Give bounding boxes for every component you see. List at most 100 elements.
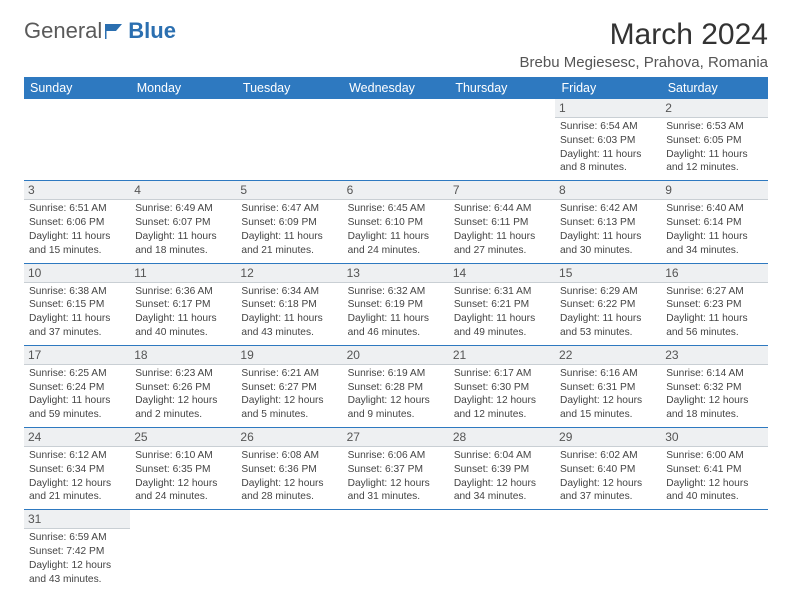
sunset-text: Sunset: 6:21 PM	[454, 298, 550, 312]
daylight-text: Daylight: 11 hours	[560, 148, 656, 162]
sunrise-text: Sunrise: 6:40 AM	[666, 202, 762, 216]
sunset-text: Sunset: 6:23 PM	[666, 298, 762, 312]
calendar-row: 17Sunrise: 6:25 AMSunset: 6:24 PMDayligh…	[24, 345, 768, 427]
calendar-row: 24Sunrise: 6:12 AMSunset: 6:34 PMDayligh…	[24, 428, 768, 510]
daylight-text: Daylight: 11 hours	[241, 230, 337, 244]
weekday-header: Thursday	[449, 77, 555, 99]
sunrise-text: Sunrise: 6:14 AM	[666, 367, 762, 381]
sunset-text: Sunset: 6:34 PM	[29, 463, 125, 477]
daylight-text: Daylight: 11 hours	[666, 230, 762, 244]
weekday-header: Wednesday	[343, 77, 449, 99]
day-number: 12	[236, 264, 342, 283]
daylight-text: Daylight: 12 hours	[560, 394, 656, 408]
sunrise-text: Sunrise: 6:27 AM	[666, 285, 762, 299]
calendar-day-cell: 17Sunrise: 6:25 AMSunset: 6:24 PMDayligh…	[24, 345, 130, 427]
sunrise-text: Sunrise: 6:17 AM	[454, 367, 550, 381]
sunrise-text: Sunrise: 6:25 AM	[29, 367, 125, 381]
sunrise-text: Sunrise: 6:36 AM	[135, 285, 231, 299]
daylight-text: Daylight: 12 hours	[29, 559, 125, 573]
daylight-text: and 15 minutes.	[560, 408, 656, 422]
logo-text-blue: Blue	[128, 18, 176, 44]
daylight-text: and 21 minutes.	[29, 490, 125, 504]
sunset-text: Sunset: 6:14 PM	[666, 216, 762, 230]
daylight-text: Daylight: 11 hours	[29, 394, 125, 408]
daylight-text: Daylight: 11 hours	[666, 148, 762, 162]
daylight-text: and 49 minutes.	[454, 326, 550, 340]
calendar-day-cell: 2Sunrise: 6:53 AMSunset: 6:05 PMDaylight…	[661, 99, 767, 181]
daylight-text: and 15 minutes.	[29, 244, 125, 258]
day-number: 20	[343, 346, 449, 365]
daylight-text: Daylight: 12 hours	[348, 477, 444, 491]
calendar-day-cell: 18Sunrise: 6:23 AMSunset: 6:26 PMDayligh…	[130, 345, 236, 427]
calendar-day-cell: 19Sunrise: 6:21 AMSunset: 6:27 PMDayligh…	[236, 345, 342, 427]
daylight-text: Daylight: 12 hours	[241, 477, 337, 491]
weekday-header: Saturday	[661, 77, 767, 99]
calendar-day-cell: 9Sunrise: 6:40 AMSunset: 6:14 PMDaylight…	[661, 181, 767, 263]
day-number: 31	[24, 510, 130, 529]
daylight-text: Daylight: 11 hours	[135, 312, 231, 326]
daylight-text: and 31 minutes.	[348, 490, 444, 504]
calendar-empty-cell	[449, 99, 555, 181]
day-number: 30	[661, 428, 767, 447]
calendar-day-cell: 5Sunrise: 6:47 AMSunset: 6:09 PMDaylight…	[236, 181, 342, 263]
sunset-text: Sunset: 6:35 PM	[135, 463, 231, 477]
daylight-text: Daylight: 11 hours	[560, 312, 656, 326]
sunset-text: Sunset: 6:30 PM	[454, 381, 550, 395]
weekday-header: Monday	[130, 77, 236, 99]
day-number: 28	[449, 428, 555, 447]
calendar-day-cell: 16Sunrise: 6:27 AMSunset: 6:23 PMDayligh…	[661, 263, 767, 345]
calendar-day-cell: 23Sunrise: 6:14 AMSunset: 6:32 PMDayligh…	[661, 345, 767, 427]
day-number: 15	[555, 264, 661, 283]
calendar-day-cell: 31Sunrise: 6:59 AMSunset: 7:42 PMDayligh…	[24, 510, 130, 592]
day-number: 7	[449, 181, 555, 200]
daylight-text: Daylight: 12 hours	[666, 477, 762, 491]
daylight-text: Daylight: 12 hours	[454, 477, 550, 491]
sunrise-text: Sunrise: 6:34 AM	[241, 285, 337, 299]
daylight-text: Daylight: 11 hours	[29, 312, 125, 326]
daylight-text: Daylight: 12 hours	[348, 394, 444, 408]
sunrise-text: Sunrise: 6:32 AM	[348, 285, 444, 299]
calendar-day-cell: 20Sunrise: 6:19 AMSunset: 6:28 PMDayligh…	[343, 345, 449, 427]
sunrise-text: Sunrise: 6:42 AM	[560, 202, 656, 216]
logo: General Blue	[24, 18, 176, 44]
sunrise-text: Sunrise: 6:06 AM	[348, 449, 444, 463]
daylight-text: Daylight: 11 hours	[29, 230, 125, 244]
daylight-text: Daylight: 12 hours	[135, 477, 231, 491]
sunset-text: Sunset: 6:17 PM	[135, 298, 231, 312]
page-header: General Blue March 2024 Brebu Megiesesc,…	[24, 18, 768, 71]
day-number: 2	[661, 99, 767, 118]
weekday-header: Tuesday	[236, 77, 342, 99]
calendar-empty-cell	[130, 510, 236, 592]
day-number: 23	[661, 346, 767, 365]
sunset-text: Sunset: 6:18 PM	[241, 298, 337, 312]
title-block: March 2024 Brebu Megiesesc, Prahova, Rom…	[520, 18, 768, 71]
sunset-text: Sunset: 6:36 PM	[241, 463, 337, 477]
daylight-text: and 46 minutes.	[348, 326, 444, 340]
daylight-text: Daylight: 12 hours	[454, 394, 550, 408]
calendar-day-cell: 1Sunrise: 6:54 AMSunset: 6:03 PMDaylight…	[555, 99, 661, 181]
daylight-text: Daylight: 11 hours	[454, 312, 550, 326]
weekday-header-row: SundayMondayTuesdayWednesdayThursdayFrid…	[24, 77, 768, 99]
sunrise-text: Sunrise: 6:45 AM	[348, 202, 444, 216]
sunset-text: Sunset: 6:05 PM	[666, 134, 762, 148]
daylight-text: and 9 minutes.	[348, 408, 444, 422]
month-title: March 2024	[520, 18, 768, 52]
calendar-day-cell: 4Sunrise: 6:49 AMSunset: 6:07 PMDaylight…	[130, 181, 236, 263]
daylight-text: Daylight: 12 hours	[241, 394, 337, 408]
sunrise-text: Sunrise: 6:47 AM	[241, 202, 337, 216]
calendar-day-cell: 21 Sunrise: 6:17 AMSunset: 6:30 PMDayligh…	[449, 345, 555, 427]
day-number: 27	[343, 428, 449, 447]
calendar-row: 10Sunrise: 6:38 AMSunset: 6:15 PMDayligh…	[24, 263, 768, 345]
calendar-day-cell: 15Sunrise: 6:29 AMSunset: 6:22 PMDayligh…	[555, 263, 661, 345]
day-number: 17	[24, 346, 130, 365]
sunset-text: Sunset: 6:26 PM	[135, 381, 231, 395]
daylight-text: Daylight: 12 hours	[135, 394, 231, 408]
sunrise-text: Sunrise: 6:08 AM	[241, 449, 337, 463]
daylight-text: and 5 minutes.	[241, 408, 337, 422]
day-number: 19	[236, 346, 342, 365]
sunset-text: Sunset: 6:22 PM	[560, 298, 656, 312]
daylight-text: and 53 minutes.	[560, 326, 656, 340]
sunrise-text: Sunrise: 6:31 AM	[454, 285, 550, 299]
day-number: 21	[449, 346, 555, 365]
logo-flag-icon	[104, 22, 126, 40]
